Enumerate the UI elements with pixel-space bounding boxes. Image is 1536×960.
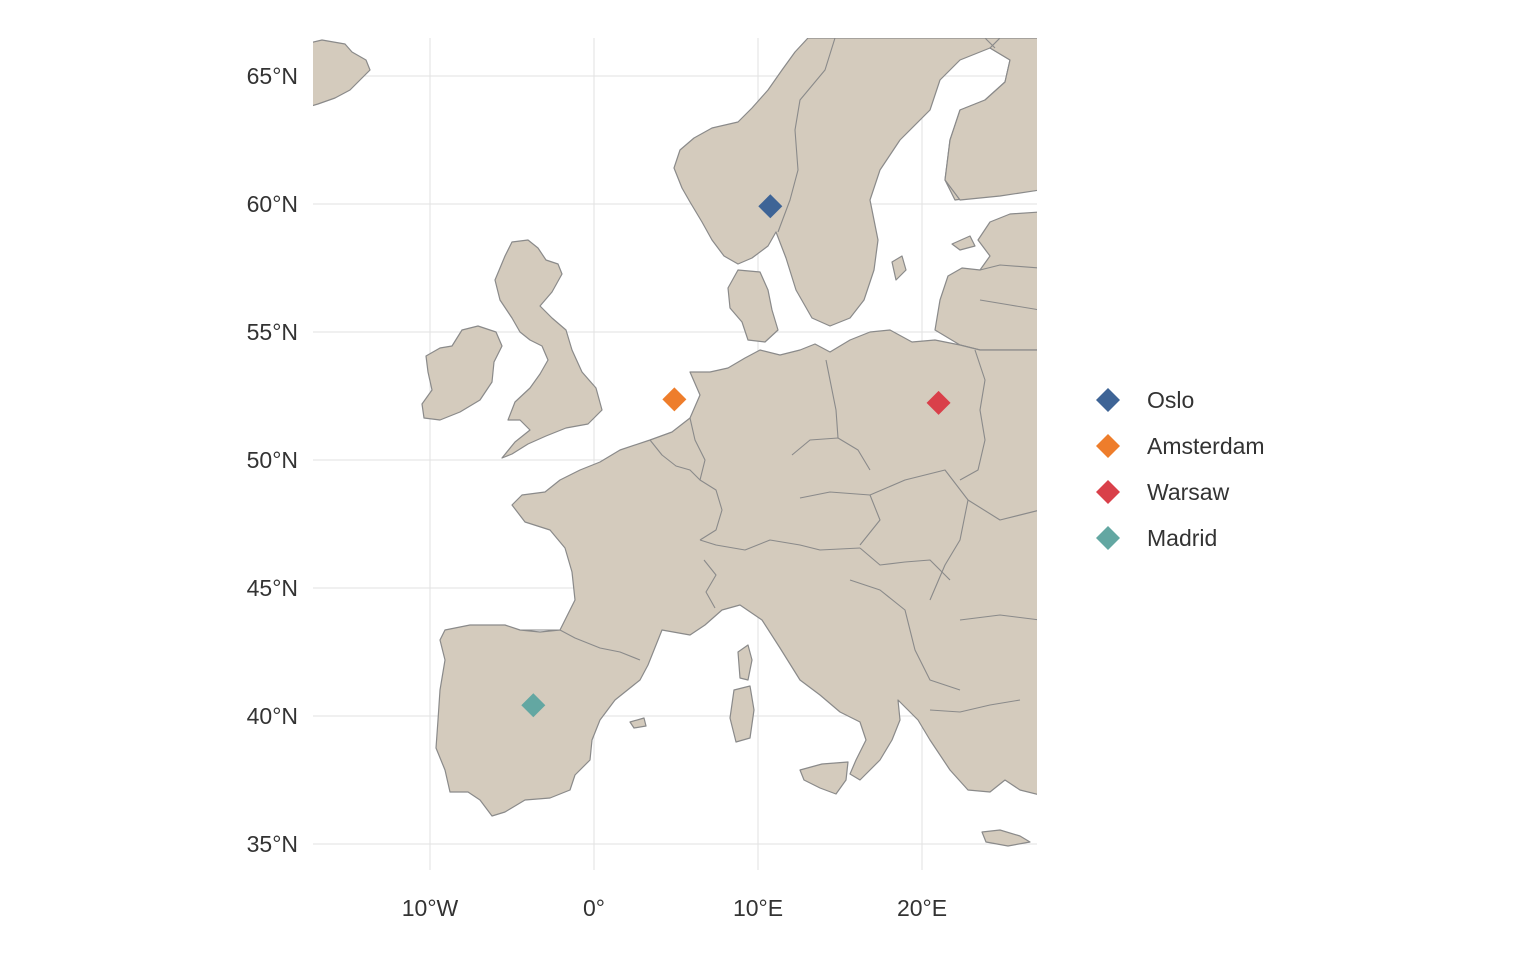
- border-sweden-finland: [984, 38, 996, 49]
- border-ukraine: [967, 499, 1037, 521]
- border-germany-poland: [825, 359, 839, 439]
- legend-label-amsterdam: Amsterdam: [1147, 433, 1265, 459]
- y-tick-label: 50°N: [247, 447, 298, 473]
- border-italy: [703, 559, 717, 609]
- land-balearic: [629, 717, 647, 729]
- y-tick-label: 35°N: [247, 831, 298, 857]
- border-romania: [959, 614, 1037, 621]
- latitude-gridlines: [313, 75, 1037, 845]
- land-iceland: [313, 39, 371, 107]
- y-tick-label: 40°N: [247, 703, 298, 729]
- legend-key-madrid: [1096, 526, 1120, 550]
- y-tick-label: 60°N: [247, 191, 298, 217]
- border-baltics-2: [979, 299, 1037, 311]
- border-germany-czech: [791, 437, 871, 471]
- marker-oslo: [758, 194, 783, 219]
- land-sardinia: [729, 685, 755, 743]
- x-tick-label: 10°E: [733, 895, 783, 921]
- border-baltics: [979, 264, 1037, 271]
- border-balkans-2: [859, 547, 951, 581]
- x-tick-label: 0°: [583, 895, 605, 921]
- legend-label-warsaw: Warsaw: [1147, 479, 1230, 505]
- y-tick-label: 65°N: [247, 63, 298, 89]
- marker-amsterdam: [662, 387, 687, 412]
- legend-key-warsaw: [1096, 480, 1120, 504]
- border-benelux: [689, 417, 706, 481]
- marker-warsaw: [926, 390, 951, 415]
- legend-key-oslo: [1096, 388, 1120, 412]
- marker-madrid: [521, 693, 546, 718]
- border-norway-sweden: [777, 38, 836, 233]
- land-masses: [313, 38, 1037, 847]
- land-crete: [981, 829, 1031, 847]
- legend-key-amsterdam: [1096, 434, 1120, 458]
- land-finland-east: [944, 38, 1037, 201]
- land-denmark: [727, 269, 779, 343]
- x-axis-ticks: 10°W 0° 10°E 20°E: [402, 895, 947, 921]
- land-sicily: [799, 761, 849, 795]
- legend-label-madrid: Madrid: [1147, 525, 1217, 551]
- border-alps: [699, 539, 861, 551]
- land-corsica: [737, 644, 753, 681]
- border-poland-east: [959, 349, 986, 481]
- x-tick-label: 20°E: [897, 895, 947, 921]
- y-tick-label: 45°N: [247, 575, 298, 601]
- legend: Oslo Amsterdam Warsaw Madrid: [1096, 387, 1265, 551]
- border-greece: [929, 699, 1021, 713]
- border-france-spain: [520, 629, 641, 661]
- border-balkans-3: [849, 579, 961, 691]
- land-ireland: [421, 325, 503, 421]
- legend-label-oslo: Oslo: [1147, 387, 1194, 413]
- land-gotland: [891, 255, 907, 281]
- y-tick-label: 55°N: [247, 319, 298, 345]
- country-borders: [520, 38, 1037, 713]
- y-axis-ticks: 35°N 40°N 45°N 50°N 55°N 60°N 65°N: [247, 63, 298, 857]
- city-markers: [521, 194, 951, 718]
- land-mainland: [435, 329, 1037, 817]
- land-great-britain: [494, 239, 603, 459]
- x-tick-label: 10°W: [402, 895, 459, 921]
- land-baltic-east: [934, 211, 1037, 351]
- land-saaremaa: [951, 235, 976, 251]
